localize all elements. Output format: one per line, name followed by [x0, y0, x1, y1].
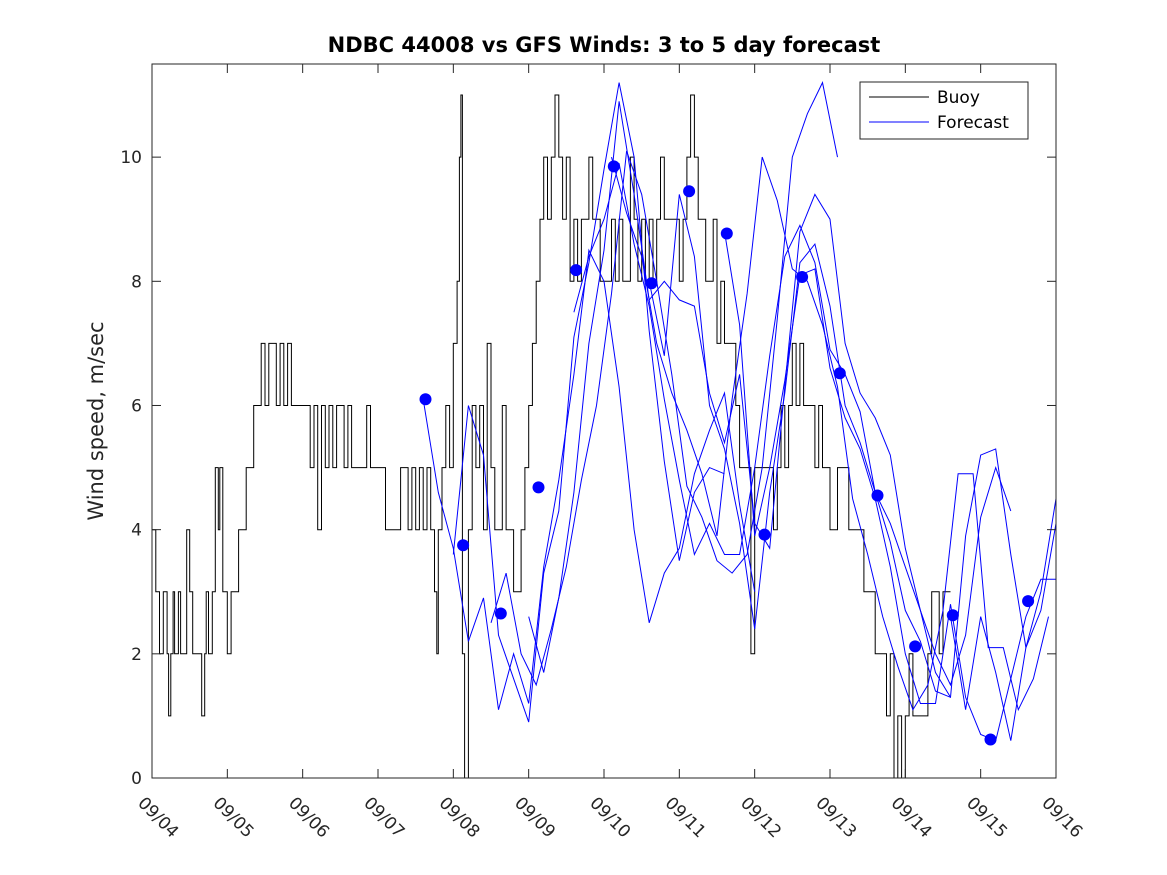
axis-ticks — [151, 64, 1057, 779]
chart-title: NDBC 44008 vs GFS Winds: 3 to 5 day fore… — [328, 33, 881, 57]
y-tick-label: 10 — [120, 148, 142, 168]
forecast-marker — [419, 393, 432, 406]
forecast-marker — [457, 539, 470, 552]
x-tick-label: 09/07 — [359, 793, 408, 842]
y-axis-label: Wind speed, m/sec — [84, 321, 108, 520]
forecast-series — [422, 81, 1057, 742]
forecast-marker — [720, 227, 733, 240]
forecast-line-5 — [573, 163, 1012, 687]
x-tick-label: 09/05 — [209, 793, 258, 842]
forecast-marker — [833, 367, 846, 380]
legend-forecast-label: Forecast — [937, 113, 1009, 133]
forecast-line-8 — [724, 231, 1056, 742]
y-tick-label: 4 — [131, 521, 142, 541]
x-tick-label: 09/04 — [133, 793, 182, 842]
x-tick-label: 09/06 — [284, 793, 333, 842]
forecast-marker — [946, 609, 959, 622]
x-tick-label: 09/12 — [736, 793, 785, 842]
x-tick-label: 09/15 — [962, 793, 1011, 842]
forecast-line-9 — [950, 498, 1057, 741]
forecast-marker — [871, 489, 884, 502]
forecast-marker — [645, 277, 658, 290]
forecast-marker — [683, 185, 696, 198]
forecast-marker — [984, 733, 997, 746]
forecast-marker — [1022, 595, 1035, 608]
x-tick-label: 09/08 — [435, 793, 484, 842]
y-tick-label: 6 — [131, 397, 142, 417]
forecast-line-6 — [611, 156, 1049, 712]
buoy-line — [152, 94, 951, 779]
forecast-marker — [494, 607, 507, 620]
legend-box — [859, 81, 1029, 140]
x-tick-label: 09/10 — [585, 793, 634, 842]
forecast-marker — [909, 640, 922, 653]
forecast-line-7 — [648, 194, 1057, 699]
forecast-marker — [758, 528, 771, 541]
y-tick-label: 8 — [131, 272, 142, 292]
buoy-series — [152, 94, 951, 779]
forecast-marker — [570, 264, 583, 277]
y-tick-labels: 0 2 4 6 8 10 — [120, 148, 142, 789]
forecast-marker — [796, 271, 809, 283]
legend-buoy-label: Buoy — [937, 88, 980, 108]
legend: Buoy Forecast — [859, 81, 1029, 140]
x-tick-label: 09/11 — [661, 793, 710, 842]
plot-background — [152, 64, 1056, 778]
x-tick-label: 09/13 — [811, 793, 860, 842]
y-tick-label: 2 — [131, 645, 142, 665]
forecast-line-4 — [528, 101, 951, 698]
plot-area — [151, 63, 1057, 779]
x-tick-labels: 09/04 09/05 09/06 09/07 09/08 09/09 09/10 09/11… — [133, 793, 1086, 842]
forecast-marker — [532, 481, 545, 494]
x-tick-label: 09/09 — [510, 793, 559, 842]
x-tick-label: 09/16 — [1037, 793, 1086, 842]
forecast-line-2 — [452, 82, 725, 723]
forecast-marker — [607, 160, 620, 173]
y-tick-label: 0 — [131, 769, 142, 789]
x-tick-label: 09/14 — [887, 793, 936, 842]
forecast-line-1 — [422, 248, 756, 710]
forecast-markers — [419, 160, 1035, 746]
